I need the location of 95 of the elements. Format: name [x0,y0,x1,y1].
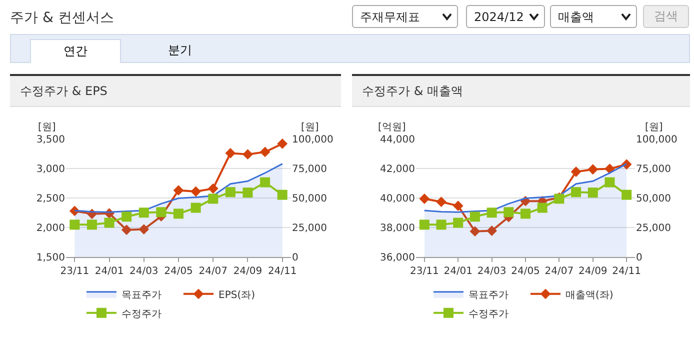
point [504,207,514,218]
x-tick-label: 24/11 [268,266,297,277]
point [122,212,132,222]
y-tick-label: 1,500 [36,252,65,264]
x-tick-label: 24/03 [477,266,506,277]
y2-tick-label: 0 [636,252,642,264]
point [138,208,149,218]
y2-tick-label: 75,000 [636,164,671,175]
legend-label: 목표주가 [468,290,508,301]
point [174,208,184,219]
y-tick-label: 40,000 [380,194,415,204]
x-tick-label: 24/07 [544,266,574,277]
point [208,194,218,204]
point [277,138,288,149]
point [436,220,446,230]
y-axis-title: [억원] [378,122,406,133]
point [571,187,582,198]
y-tick-label: 36,000 [380,252,415,264]
text: 연간 [30,39,121,63]
x-tick-label: 24/09 [233,266,262,277]
chart-title: 수정주가 & EPS [10,76,341,107]
point [604,164,615,174]
point [190,202,201,213]
point [121,224,132,236]
text: 주재무제표 [360,10,420,24]
y2-tick-label: 0 [292,252,298,264]
y2-tick-label: 100,000 [292,134,334,146]
y2-tick-label: 75,000 [292,164,327,175]
chart-title: 수정주가 & 매출액 [352,76,690,107]
point [452,200,464,212]
x-tick-label: 24/01 [94,266,124,277]
point [588,164,598,175]
point [622,190,632,200]
text: 주가 & 컨센서스 [10,9,114,27]
point [260,146,270,158]
point [242,149,253,160]
point [486,226,498,236]
point [470,212,480,222]
y2-tick-label: 50,000 [292,194,327,204]
y2-axis-title: [원] [645,122,663,133]
legend-label: 수정주가 [468,308,508,320]
y-tick-label: 38,000 [380,223,415,234]
legend-label: EPS(좌) [218,290,256,301]
point [419,220,430,230]
legend-label: 수정주가 [122,308,162,320]
x-tick-label: 24/07 [198,266,228,277]
point [436,196,446,208]
x-tick-label: 24/01 [444,266,473,277]
x-tick-label: 24/11 [612,266,641,277]
y-tick-label: 2,500 [36,194,65,204]
point [138,224,150,234]
text: 2024/12 [474,10,524,24]
point [260,177,270,188]
point [520,208,530,219]
y-tick-label: 3,500 [36,134,65,146]
point [470,226,480,237]
point [419,194,430,204]
point [242,188,253,198]
x-tick-label: 23/11 [410,266,439,277]
y2-axis-title: [원] [301,122,319,133]
y-tick-label: 42,000 [380,164,415,175]
point [537,202,548,213]
y-tick-label: 2,000 [36,223,65,234]
point [453,218,464,228]
y-tick-label: 44,000 [380,134,415,146]
point [86,220,97,230]
point [208,183,218,194]
y-axis-title: [원] [38,122,56,133]
x-tick-label: 24/09 [578,266,608,277]
point [70,220,80,230]
y-tick-label: 3,000 [36,164,65,175]
legend-label: 목표주가 [122,290,162,301]
point [588,188,598,198]
y2-tick-label: 25,000 [636,223,671,234]
point [156,207,166,218]
text: 분기 [167,42,193,59]
point [225,187,236,198]
point [173,185,184,196]
point [104,218,114,228]
y2-tick-label: 25,000 [292,223,327,234]
point [190,186,202,197]
x-tick-label: 24/05 [511,266,540,277]
point [225,148,236,158]
point [604,177,615,188]
point [570,166,582,177]
y2-tick-label: 100,000 [636,134,678,146]
x-tick-label: 24/05 [164,266,193,277]
y2-tick-label: 50,000 [636,194,671,204]
x-tick-label: 24/03 [129,266,158,277]
legend-label: 매출액(좌) [566,290,614,301]
x-tick-label: 23/11 [60,266,90,277]
point [277,190,288,200]
point [486,208,497,218]
text: 검색 [643,5,689,28]
text: 매출액 [558,10,594,24]
